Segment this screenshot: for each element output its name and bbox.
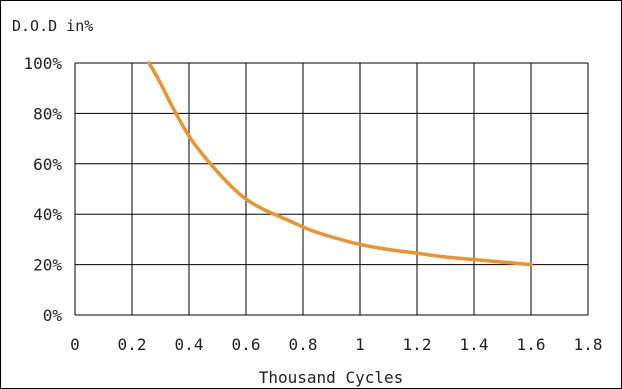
x-tick-labels: 0 0.2 0.4 0.6 0.8 1 1.2 1.4 1.6 1.8 <box>70 335 602 354</box>
x-tick-label: 0.2 <box>118 335 147 354</box>
x-tick-label: 1.4 <box>460 335 489 354</box>
y-axis-label: D.O.D in% <box>12 17 93 35</box>
y-tick-label: 0% <box>43 306 63 325</box>
x-tick-label: 0.4 <box>175 335 204 354</box>
x-tick-label: 1.8 <box>574 335 603 354</box>
x-tick-label: 0.6 <box>232 335 261 354</box>
x-tick-label: 1 <box>355 335 365 354</box>
x-tick-label: 1.6 <box>517 335 546 354</box>
series-layer <box>147 61 533 267</box>
y-tick-label: 80% <box>33 104 62 123</box>
grid <box>74 62 589 316</box>
y-tick-labels: 0% 20% 40% 60% 80% 100% <box>23 54 62 325</box>
y-tick-label: 60% <box>33 155 62 174</box>
series-line <box>147 61 533 267</box>
y-tick-label: 20% <box>33 256 62 275</box>
x-tick-label: 1.2 <box>403 335 432 354</box>
x-tick-label: 0 <box>70 335 80 354</box>
y-tick-label: 40% <box>33 205 62 224</box>
x-tick-label: 0.8 <box>289 335 318 354</box>
y-tick-label: 100% <box>23 54 62 73</box>
x-axis-label: Thousand Cycles <box>259 368 404 387</box>
